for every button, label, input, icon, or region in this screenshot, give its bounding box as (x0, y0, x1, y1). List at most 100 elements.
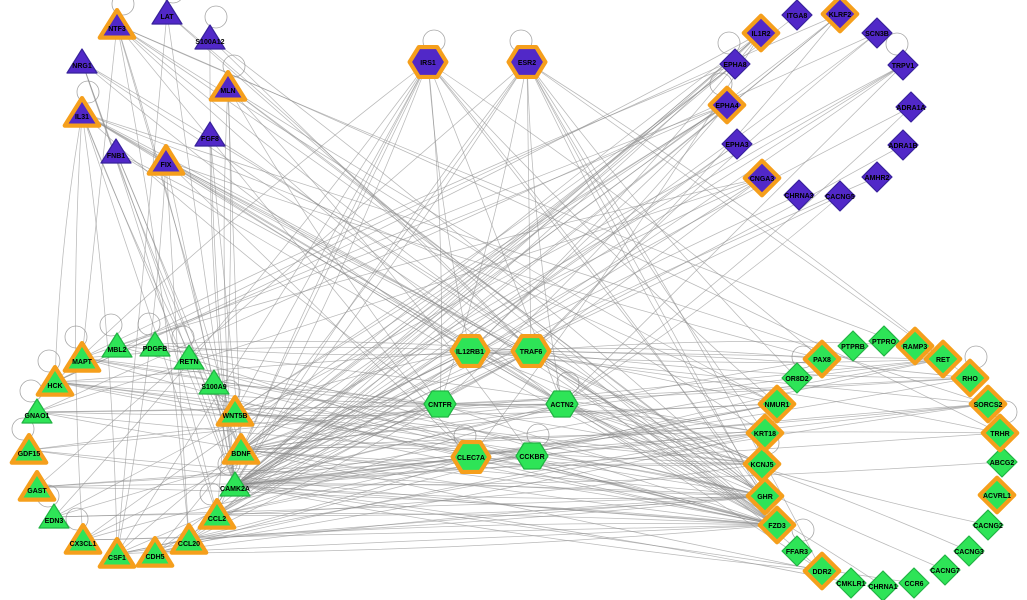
node-ACVRL1[interactable]: ACVRL1 (977, 475, 1017, 515)
edge-BDNF-FZD3[interactable] (240, 449, 778, 526)
edge-IL12RB1-GHR[interactable] (469, 350, 766, 497)
node-S100A12[interactable]: S100A12 (194, 24, 226, 50)
edge-FZD3-CDH5[interactable] (154, 524, 778, 554)
edge-CLEC7A-FZD3[interactable] (470, 456, 778, 526)
node-MLN[interactable]: MLN (208, 69, 248, 102)
edge-FZD3-MBL2[interactable] (116, 345, 778, 526)
edge-TRAF6-KLRF2[interactable] (530, 13, 841, 352)
self-loop-CX3CL1[interactable] (65, 507, 89, 531)
edge-CNTFR-HCK[interactable] (54, 381, 441, 405)
edge-IL31-CNTFR[interactable] (81, 112, 441, 405)
node-CACNG7[interactable]: CACNG7 (929, 554, 961, 586)
edge-BDNF-EPHA4[interactable] (240, 104, 728, 451)
edge-IL12RB1-KCNJ5[interactable] (469, 350, 763, 465)
edge-CAMK2A-PAX8[interactable] (234, 358, 823, 486)
edge-ESR2-FZD3[interactable] (526, 61, 778, 526)
edge-FZD3-PDGFB[interactable] (154, 344, 778, 526)
edge-NTF3-GHR[interactable] (116, 24, 766, 497)
edge-ESR2-GAST[interactable] (36, 61, 528, 488)
edge-FZD3-GAST[interactable] (36, 486, 778, 526)
edge-KRT18-GAST[interactable] (36, 432, 766, 488)
node-ITGA8[interactable]: ITGA8 (781, 0, 813, 31)
edge-BDNF-KLRF2[interactable] (240, 13, 841, 451)
edge-NTF3-KRT18[interactable] (116, 24, 766, 434)
node-CCR6[interactable]: CCR6 (898, 567, 930, 599)
edge-IRS1-EDN3[interactable] (53, 61, 429, 518)
edge-CAMK2A-RET[interactable] (234, 358, 944, 486)
node-IL31[interactable]: IL31 (62, 95, 102, 128)
edge-CAMK2A-KCNJ5[interactable] (234, 463, 763, 486)
edge-NTF3-MAPT[interactable] (81, 24, 118, 359)
edge-KCNJ5-WNT5B[interactable] (234, 411, 763, 465)
edge-NRG1-CCL2[interactable] (81, 61, 218, 516)
edge-NMUR1-GNAO1[interactable] (36, 403, 778, 416)
node-IRS1[interactable]: IRS1 (407, 44, 449, 80)
edge-GHR-GDF15[interactable] (28, 449, 766, 497)
edge-EPHA3-CCL2[interactable] (216, 143, 738, 516)
edge-FZD3-GNAO1[interactable] (36, 411, 778, 526)
edge-BDNF-TRPV1[interactable] (240, 64, 904, 451)
edge-IRS1-IL12RB1[interactable] (427, 61, 471, 352)
edge-BDNF-CNGA3[interactable] (240, 177, 763, 451)
node-DDR2[interactable]: DDR2 (802, 551, 842, 591)
node-PTPRB[interactable]: PTPRB (837, 330, 869, 362)
edge-RET-GDF15[interactable] (28, 358, 944, 451)
edge-KRT18-MBL2[interactable] (116, 345, 766, 434)
edge-MLN-FZD3[interactable] (227, 86, 778, 526)
node-CX3CL1[interactable]: CX3CL1 (63, 522, 103, 555)
edge-BDNF-EPHA8[interactable] (240, 63, 736, 451)
edge-KRT18-CSF1[interactable] (116, 432, 766, 555)
edge-TRAF6-NMUR1[interactable] (530, 350, 778, 405)
edge-MLN-CCKBR[interactable] (227, 86, 533, 457)
edge-ESR2-TRAF6[interactable] (526, 61, 532, 352)
edge-ACTN2-GDF15[interactable] (28, 403, 563, 451)
self-loop-HCK[interactable] (37, 349, 61, 373)
edge-CNGA3-GNAO1[interactable] (36, 177, 763, 413)
edge-ACTN2-ADRA1A[interactable] (561, 106, 912, 405)
edge-TRAF6-CNGA3[interactable] (530, 177, 763, 352)
edge-FIX-CAMK2A[interactable] (165, 160, 236, 486)
edge-KRT18-CDH5[interactable] (154, 432, 766, 554)
node-CACNG2[interactable]: CACNG2 (972, 509, 1004, 541)
edge-FIX-CSF1[interactable] (116, 160, 167, 555)
edge-CAMK2A-SORCS2[interactable] (234, 403, 989, 486)
edge-ESR2-RET[interactable] (526, 61, 944, 360)
self-loop-RETN[interactable] (171, 325, 195, 349)
edge-LAT-TRAF6[interactable] (166, 12, 532, 352)
edge-GHR-GAST[interactable] (36, 483, 766, 497)
node-AMHR2[interactable]: AMHR2 (861, 161, 893, 193)
self-loop-MAPT[interactable] (64, 325, 88, 349)
edge-IRS1-CNTFR[interactable] (427, 61, 442, 405)
edge-BDNF-TRHR[interactable] (240, 431, 1001, 451)
edge-KCNJ5-GNAO1[interactable] (36, 411, 763, 465)
edge-S100A12-GHR[interactable] (209, 37, 766, 497)
edge-EPHA8-WNT5B[interactable] (234, 63, 736, 413)
self-loop-LAT[interactable] (162, 0, 184, 4)
edge-IL31-CX3CL1[interactable] (75, 112, 84, 541)
node-ESR2[interactable]: ESR2 (506, 44, 548, 80)
edge-IL1R2-CCL2[interactable] (216, 32, 762, 516)
node-CHRNA1[interactable]: CHRNA1 (867, 570, 899, 600)
node-SCN3B[interactable]: SCN3B (861, 17, 893, 49)
edge-IL12RB1-MAPT[interactable] (81, 346, 471, 359)
node-EPHA3[interactable]: EPHA3 (721, 128, 753, 160)
edge-CNTFR-RHO[interactable] (439, 377, 971, 405)
edge-IL31-CSF1[interactable] (81, 112, 118, 555)
edge-TRPV1-EDN3[interactable] (53, 64, 904, 518)
self-loop-MLN[interactable] (222, 54, 246, 78)
edge-EPHA4-CX3CL1[interactable] (82, 104, 728, 541)
edge-FIX-PAX8[interactable] (165, 160, 823, 360)
edge-IL1R2-CSF1[interactable] (116, 32, 762, 555)
edge-CAMK2A-EPHA8[interactable] (234, 63, 736, 486)
node-ABCG2[interactable]: ABCG2 (986, 446, 1018, 478)
edge-ESR2-ACTN2[interactable] (526, 61, 563, 405)
edge-NMUR1-CCL2[interactable] (216, 403, 778, 516)
edge-NTF3-RET[interactable] (116, 24, 944, 360)
edge-KCNJ5-CCL2[interactable] (216, 463, 763, 516)
self-loop-PDGFB[interactable] (137, 312, 161, 336)
edge-CAMK2A-CMKLR1[interactable] (234, 484, 852, 584)
edge-GHR-WNT5B[interactable] (234, 411, 766, 497)
edge-KLRF2-CDH5[interactable] (154, 13, 841, 554)
edge-FZD3-HCK[interactable] (54, 381, 778, 526)
